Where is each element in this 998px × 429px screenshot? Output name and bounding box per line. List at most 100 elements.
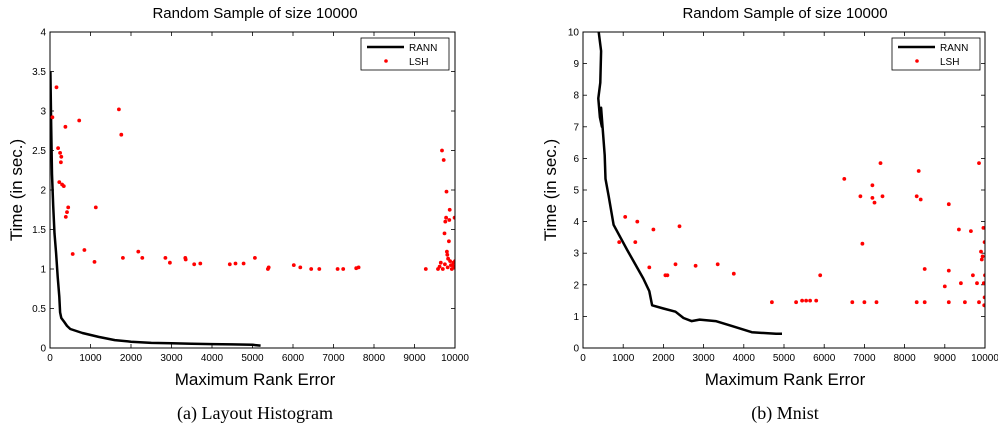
data-point-lsh [860, 241, 865, 246]
data-point-lsh [59, 154, 64, 159]
data-point-lsh [651, 227, 656, 232]
data-point-lsh [916, 169, 921, 173]
legend-swatch-lsh-a [384, 59, 388, 63]
data-point-lsh [192, 262, 197, 267]
data-point-lsh [922, 267, 927, 271]
data-point-lsh [57, 180, 62, 185]
x-tick-label: 10000 [441, 353, 469, 364]
data-point-lsh [693, 263, 698, 268]
data-point-lsh [445, 249, 449, 254]
data-point-lsh [140, 256, 145, 260]
data-point-lsh [444, 189, 449, 194]
y-tick-label: 1.5 [32, 225, 46, 236]
data-point-lsh [445, 265, 450, 270]
x-tick-label: 9000 [934, 353, 957, 364]
x-tick-label: 5000 [773, 353, 796, 364]
data-point-lsh [914, 300, 919, 305]
data-point-lsh [198, 261, 203, 266]
chart-layout-histogram: Random Sample of size 10000 Maximum Rank… [7, 5, 469, 424]
x-tick-label: 4000 [201, 353, 224, 364]
x-tick-label: 3000 [692, 353, 715, 364]
data-point-lsh [447, 218, 452, 222]
data-point-lsh [623, 215, 628, 219]
axes-frame-b [582, 31, 986, 349]
plot-area-a [50, 71, 455, 347]
data-point-lsh [241, 261, 246, 266]
data-point-lsh [447, 207, 452, 212]
data-point-lsh [452, 265, 455, 270]
axis-ticks-b: 0 1000 2000 3000 4000 5000 6000 7000 8000 9000 100… [568, 28, 998, 365]
data-point-lsh [341, 267, 346, 271]
data-point-lsh [874, 300, 879, 305]
x-axis-label-a: Maximum Rank Error [175, 370, 336, 389]
data-point-lsh [870, 196, 875, 200]
data-point-lsh [715, 262, 720, 267]
data-point-lsh [842, 177, 847, 181]
data-point-lsh [647, 265, 652, 270]
x-tick-label: 4000 [733, 353, 756, 364]
data-point-lsh [56, 146, 60, 151]
legend-box-b [891, 37, 981, 71]
data-point-lsh [979, 257, 984, 262]
data-point-lsh [850, 300, 855, 305]
y-tick-label: 2 [573, 280, 579, 291]
data-point-lsh [980, 254, 985, 259]
data-point-lsh [445, 252, 450, 257]
y-axis-label-b: Time (in sec.) [541, 139, 560, 241]
data-point-lsh [946, 300, 951, 305]
data-point-lsh [63, 215, 68, 219]
data-point-lsh [982, 295, 985, 300]
data-point-lsh [673, 262, 678, 267]
data-point-lsh [804, 298, 808, 303]
y-tick-label: 10 [568, 28, 580, 39]
data-point-lsh [183, 257, 188, 262]
data-point-lsh [862, 300, 867, 305]
series-line-rann [597, 32, 782, 336]
y-axis-label-a: Time (in sec.) [7, 139, 26, 241]
x-tick-label: 5000 [241, 353, 264, 364]
y-tick-label: 0.5 [32, 304, 46, 315]
legend-b: RANN LSH [891, 37, 981, 71]
data-point-lsh [878, 161, 883, 166]
y-tick-label: 3 [40, 107, 46, 118]
data-point-lsh [922, 300, 927, 305]
data-point-lsh [770, 300, 774, 305]
data-point-lsh [317, 267, 322, 271]
data-point-lsh [442, 231, 447, 236]
data-point-lsh [665, 273, 670, 278]
data-point-lsh [63, 124, 68, 129]
x-tick-label: 7000 [853, 353, 876, 364]
data-point-lsh [119, 132, 124, 137]
x-tick-label: 8000 [893, 353, 916, 364]
data-point-lsh [452, 215, 455, 220]
data-point-lsh [65, 210, 69, 215]
data-point-lsh [437, 264, 442, 269]
data-point-lsh [50, 115, 55, 120]
data-point-lsh [443, 219, 448, 224]
data-point-lsh [814, 298, 819, 303]
data-point-lsh [77, 118, 82, 123]
data-point-lsh [448, 259, 452, 263]
data-point-lsh [423, 267, 428, 271]
data-point-lsh [981, 226, 985, 230]
chart-title-a: Random Sample of size 10000 [152, 5, 357, 22]
data-point-lsh [977, 161, 981, 166]
data-point-lsh [227, 262, 232, 267]
data-point-lsh [59, 160, 63, 165]
y-tick-label: 0 [40, 344, 46, 355]
x-tick-label: 2000 [652, 353, 675, 364]
data-point-lsh [447, 239, 451, 244]
data-point-lsh [438, 260, 443, 265]
y-tick-label: 1 [573, 312, 579, 323]
data-point-lsh [981, 281, 985, 286]
data-point-lsh [977, 300, 981, 305]
y-tick-label: 6 [573, 154, 579, 165]
data-point-lsh [54, 85, 59, 90]
y-tick-label: 7 [573, 122, 579, 133]
legend-label-lsh-a: LSH [409, 57, 428, 68]
data-point-lsh [92, 260, 97, 264]
data-point-lsh [233, 261, 238, 266]
x-tick-label: 8000 [363, 353, 386, 364]
data-point-lsh [93, 205, 98, 210]
